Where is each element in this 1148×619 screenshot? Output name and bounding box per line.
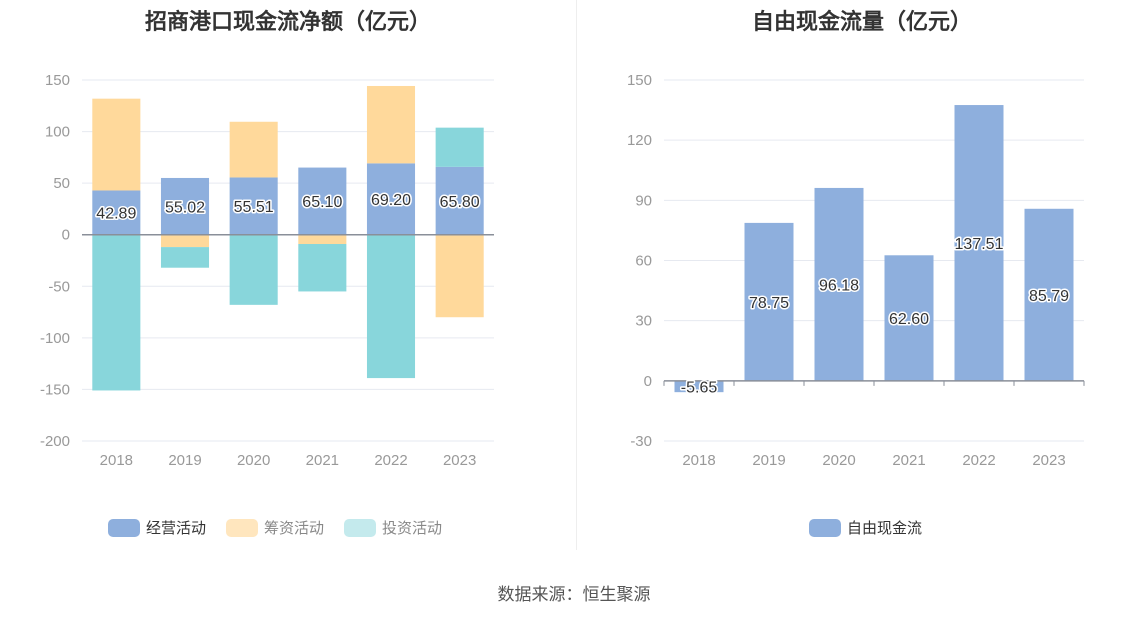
- legend-item-investing[interactable]: 投资活动: [344, 517, 442, 538]
- bar-投资活动-2019: [160, 247, 210, 268]
- free-cashflow-legend: 自由现金流: [809, 517, 942, 538]
- bar-经营活动-2020: [229, 177, 278, 235]
- bar-筹资活动-2019: [160, 234, 210, 248]
- y-tick-label: 120: [627, 132, 652, 149]
- free-cashflow-bar-chart: 150 120 90 60 30 0 -30 2018 2019 2020 2021 2022 2023…: [627, 72, 1085, 469]
- panel-divider: [576, 0, 577, 550]
- y-tick-label: -100: [40, 330, 70, 347]
- bar-经营活动-2018: [92, 190, 141, 235]
- cashflow-stacked-bar-chart: 150 100 50 0 -50 -100 -150 -200 2018 2019 2020 2021…: [40, 72, 494, 469]
- y-tick-label: 30: [635, 313, 652, 330]
- legend-label-operating: 经营活动: [146, 520, 207, 537]
- x-tick-label: 2022: [962, 452, 995, 469]
- bar-经营活动-2019: [160, 177, 210, 235]
- bar-投资活动-2020: [229, 234, 278, 305]
- x-tick-label: 2019: [752, 452, 785, 469]
- x-tick-label: 2020: [822, 452, 855, 469]
- x-tick-label: 2023: [1032, 452, 1065, 469]
- legend-item-free-cashflow[interactable]: 自由现金流: [809, 517, 922, 538]
- data-label-2023: 85.79: [1029, 288, 1069, 305]
- bar-自由现金流-2023: [1024, 208, 1074, 381]
- x-tick-label: 2020: [237, 452, 270, 469]
- bar-投资活动-2018: [92, 234, 141, 391]
- y-tick-label: 60: [635, 253, 652, 270]
- bar-自由现金流-2019: [744, 222, 794, 381]
- bar-筹资活动-2022: [366, 85, 416, 164]
- data-label-2021: 62.60: [889, 311, 929, 328]
- y-tick-label: 0: [62, 227, 70, 244]
- data-source-note: 数据来源：恒生聚源: [497, 585, 651, 604]
- bar-自由现金流-2022: [954, 105, 1004, 381]
- bar-投资活动-2023: [435, 127, 484, 167]
- y-tick-label: 100: [45, 124, 70, 141]
- bar-筹资活动-2018: [92, 98, 141, 191]
- data-label-2018: -5.65: [681, 379, 718, 396]
- bar-投资活动-2021: [298, 243, 347, 292]
- bar-筹资活动-2023: [435, 234, 484, 318]
- bar-筹资活动-2021: [298, 234, 347, 244]
- y-tick-label: 50: [53, 175, 70, 192]
- bar-经营活动-2021: [298, 167, 347, 235]
- data-label-2019: 78.75: [749, 295, 789, 312]
- y-tick-label: 150: [45, 72, 70, 89]
- cashflow-legend: 经营活动 筹资活动 投资活动: [108, 517, 462, 538]
- x-tick-label: 2018: [100, 452, 133, 469]
- x-tick-label: 2023: [443, 452, 476, 469]
- legend-swatch-investing: [344, 518, 377, 537]
- x-tick-label: 2021: [306, 452, 339, 469]
- bar-自由现金流-2020: [814, 187, 864, 381]
- y-tick-label: 150: [627, 72, 652, 89]
- x-tick-label: 2018: [682, 452, 715, 469]
- legend-item-financing[interactable]: 筹资活动: [226, 517, 324, 538]
- x-tick-label: 2021: [892, 452, 925, 469]
- y-tick-label: -50: [48, 278, 70, 295]
- chart-title-free-cashflow: 自由现金流量（亿元）: [751, 9, 972, 34]
- data-label-2023: 65.80: [440, 194, 480, 211]
- data-label-2020: 55.51: [234, 199, 274, 216]
- bar-筹资活动-2020: [229, 121, 278, 178]
- chart-title-cashflow: 招商港口现金流净额（亿元）: [144, 9, 431, 34]
- legend-swatch-financing: [226, 518, 259, 537]
- data-label-2019: 55.02: [165, 199, 205, 216]
- legend-label-financing: 筹资活动: [264, 520, 325, 537]
- legend-label-free-cashflow: 自由现金流: [847, 520, 923, 537]
- bar-经营活动-2022: [366, 163, 416, 235]
- bar-自由现金流-2018: [674, 380, 724, 393]
- bar-投资活动-2022: [366, 234, 416, 379]
- legend-swatch-free-cashflow: [809, 518, 841, 537]
- y-tick-label: 90: [635, 192, 652, 209]
- bar-经营活动-2023: [435, 166, 484, 235]
- data-label-2022: 69.20: [371, 192, 411, 209]
- data-label-2022: 137.51: [955, 236, 1004, 253]
- data-label-2018: 42.89: [96, 206, 136, 223]
- data-label-2021: 65.10: [302, 194, 342, 211]
- legend-swatch-operating: [108, 518, 140, 537]
- y-tick-label: -30: [630, 433, 652, 450]
- data-label-2020: 96.18: [819, 277, 859, 294]
- bar-自由现金流-2021: [884, 255, 934, 381]
- y-tick-label: -200: [40, 433, 70, 450]
- legend-label-investing: 投资活动: [382, 520, 443, 537]
- y-tick-label: 0: [644, 373, 652, 390]
- x-tick-label: 2022: [374, 452, 407, 469]
- legend-item-operating[interactable]: 经营活动: [108, 517, 206, 538]
- x-tick-label: 2019: [168, 452, 201, 469]
- y-tick-label: -150: [40, 381, 70, 398]
